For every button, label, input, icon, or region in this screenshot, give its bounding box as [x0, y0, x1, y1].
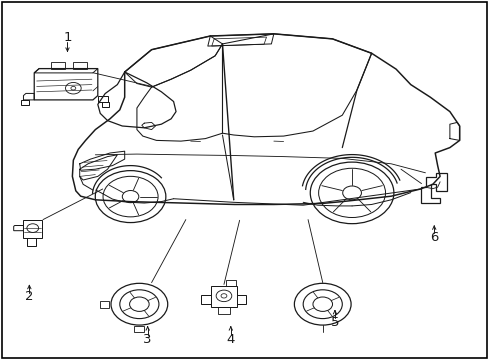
Text: 6: 6: [429, 231, 438, 244]
Text: 2: 2: [25, 291, 34, 303]
Text: 5: 5: [330, 316, 339, 329]
Text: 4: 4: [226, 333, 235, 346]
Text: 1: 1: [63, 31, 72, 44]
Text: 3: 3: [143, 333, 152, 346]
